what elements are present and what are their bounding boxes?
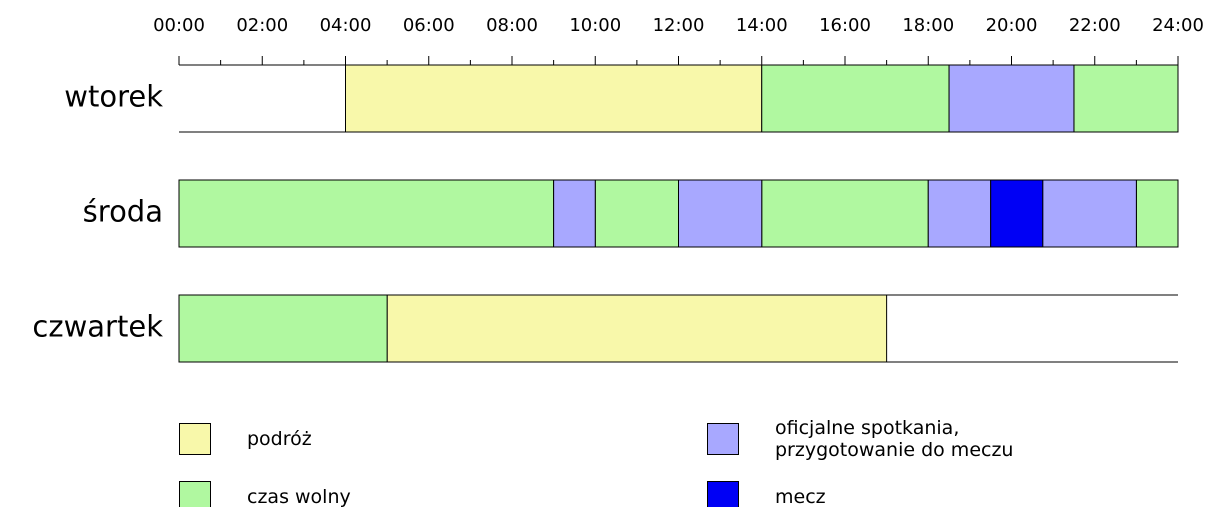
legend-item: mecz — [707, 481, 826, 507]
legend-label: czas wolny — [247, 486, 351, 507]
legend-swatch — [179, 481, 211, 507]
legend-label: podróż — [247, 428, 312, 450]
legend-swatch — [707, 481, 739, 507]
legend-label: mecz — [775, 486, 826, 507]
x-tick-label: 18:00 — [902, 15, 954, 36]
x-tick-label: 12:00 — [653, 15, 705, 36]
x-tick-label: 08:00 — [486, 15, 538, 36]
segment — [178, 179, 555, 248]
segment — [386, 294, 888, 363]
segment — [594, 179, 679, 248]
x-tick-label: 16:00 — [819, 15, 871, 36]
legend-item: czas wolny — [179, 481, 351, 507]
row-label: środa — [83, 195, 163, 229]
x-tick-label: 04:00 — [320, 15, 372, 36]
x-tick-label: 14:00 — [736, 15, 788, 36]
legend-label: oficjalne spotkania, przygotowanie do me… — [775, 417, 1014, 461]
x-tick-label: 20:00 — [986, 15, 1038, 36]
segment — [990, 179, 1044, 248]
segment — [1135, 179, 1179, 248]
x-tick-label: 00:00 — [153, 15, 205, 36]
segment — [553, 179, 596, 248]
segment — [1073, 64, 1179, 133]
row-label: wtorek — [64, 80, 163, 114]
segment — [761, 179, 929, 248]
x-tick-label: 02:00 — [236, 15, 288, 36]
legend-swatch — [707, 423, 739, 455]
segment — [345, 64, 763, 133]
segment — [948, 64, 1075, 133]
segment — [761, 64, 950, 133]
x-tick-label: 10:00 — [569, 15, 621, 36]
segment — [1042, 179, 1137, 248]
legend-item: podróż — [179, 423, 312, 455]
segment — [178, 294, 388, 363]
segment — [678, 179, 763, 248]
x-tick-label: 24:00 — [1152, 15, 1204, 36]
x-tick-label: 06:00 — [403, 15, 455, 36]
segment — [927, 179, 992, 248]
row-label: czwartek — [32, 310, 163, 344]
legend-swatch — [179, 423, 211, 455]
chart: 00:00 02:00 04:00 06:00 08:00 10:00 12:00 14:00… — [32, 15, 1204, 363]
legend-item: oficjalne spotkania, przygotowanie do me… — [707, 417, 1013, 461]
x-tick-label: 22:00 — [1069, 15, 1121, 36]
